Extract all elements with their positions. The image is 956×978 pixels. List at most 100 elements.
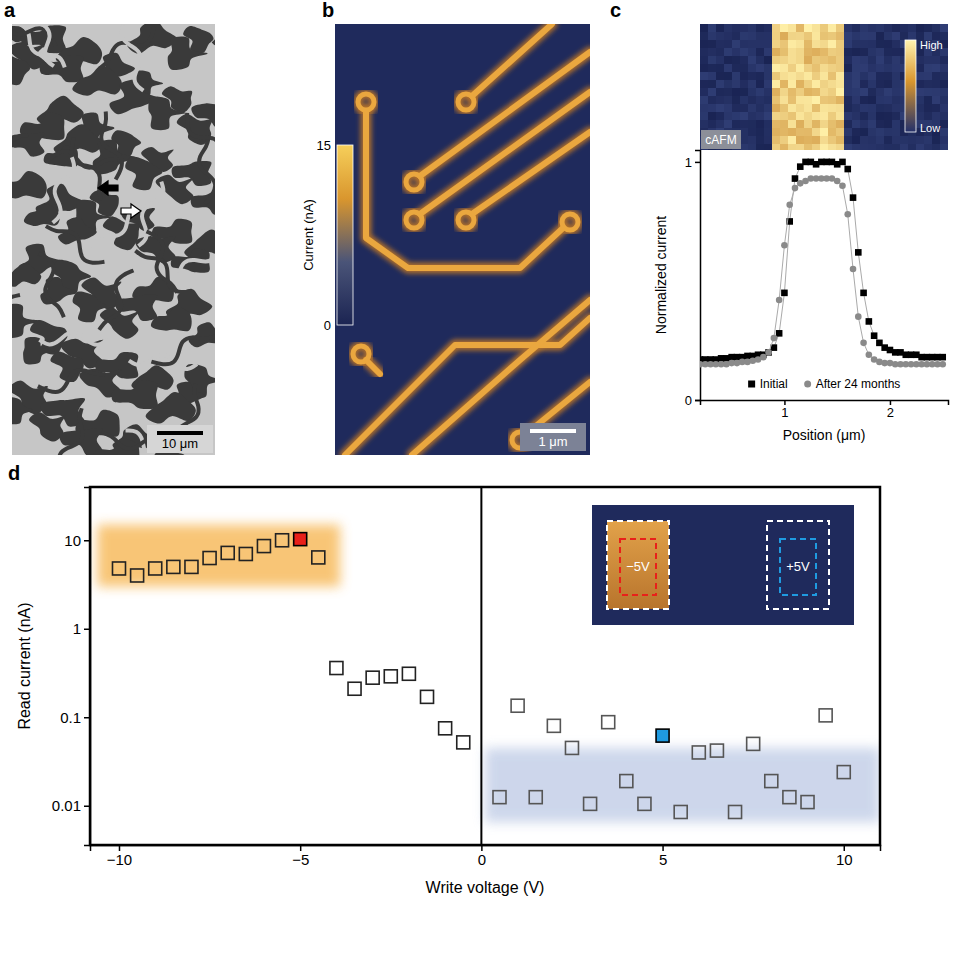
strip-cell [724,40,733,49]
strip-cell [708,96,717,105]
strip-cell [788,24,797,33]
panel-letter: c [610,0,621,21]
strip-cell [724,32,733,41]
strip-cell [700,96,709,105]
strip-cell [892,88,901,97]
strip-cell [884,72,893,81]
strip-cell [836,88,845,97]
strip-cell [924,56,933,65]
strip-cell [700,40,709,49]
y-axis-title: Read current (nA) [16,602,33,729]
tick-label: 1 [73,620,81,637]
strip-cell [940,88,948,97]
data-point [765,775,778,788]
strip-cell [740,144,749,150]
strip-cell [756,96,765,105]
strip-cell [804,64,813,73]
written-line [420,52,590,176]
strip-cell [884,120,893,129]
strip-cell [884,112,893,121]
strip-cell [756,24,765,33]
tick-label: 0 [478,851,486,868]
scale-bar [157,431,203,435]
strip-cell [932,96,941,105]
strip-cell [828,72,837,81]
data-point [765,349,772,356]
tick: 10 [836,845,853,868]
strip-cell [756,48,765,57]
strip-cell [748,24,757,33]
strip-cell [884,88,893,97]
strip-cell [756,88,765,97]
strip-cell [796,80,805,89]
data-point [203,552,216,565]
strip-cell [756,72,765,81]
data-point [239,547,252,560]
strip-cell [876,144,885,150]
strip-cell [772,128,781,137]
legend: InitialAfter 24 months [748,377,900,391]
strip-cell [748,136,757,145]
strip-cell [820,32,829,41]
strip-cell [892,24,901,33]
strip-cell [924,88,933,97]
tick: 5 [659,845,667,868]
strip-cell [716,64,725,73]
strip-cell [788,80,797,89]
strip-cell [844,72,853,81]
strip-cell [772,144,781,150]
strip-cell [932,112,941,121]
plot-data [112,533,850,819]
y-axis-line [695,151,701,401]
data-point [638,797,651,810]
strip-cell [748,40,757,49]
strip-cell [732,56,741,65]
strip-cell [764,96,773,105]
domain-blob [72,65,122,95]
legend-item: After 24 months [804,377,900,391]
strip-cell [836,96,845,105]
strip-cell [764,144,773,150]
highlight-band [97,525,340,587]
strip-cell [772,80,781,89]
strip-cell [708,72,717,81]
domain-wall [12,295,20,346]
data-point [834,178,841,185]
strip-cell [876,112,885,121]
x-axis-title: Position (μm) [783,427,866,443]
strip-cell [700,120,709,129]
domain-blob [168,36,208,70]
strip-cell [900,24,909,33]
strip-cell [772,64,781,73]
strip-cell [708,56,717,65]
strip-cell [724,80,733,89]
strip-cell [796,136,805,145]
strip-cell [932,64,941,73]
data-point [839,159,846,166]
strip-cell [852,72,861,81]
strip-cell [700,112,709,121]
inset-read-area [620,539,656,595]
strip-cell [796,48,805,57]
data-point [167,560,180,573]
written-ring [358,94,374,110]
strip-cell [812,120,821,129]
strip-cell [836,72,845,81]
strip-cell [804,32,813,41]
domain-blob [12,54,30,85]
domain-wall [49,151,118,167]
data-point [330,662,343,675]
strip-cell [732,80,741,89]
strip-cell [780,104,789,113]
micrograph-ground [12,24,215,455]
strip-cell [724,72,733,81]
strip-cell [708,64,717,73]
strip-cell [716,80,725,89]
strip-cell [716,24,725,33]
strip-cell [788,120,797,129]
domain-wall [46,226,105,263]
strip-cell [836,48,845,57]
data-point [839,182,846,189]
inset-written-area [607,521,669,609]
strip-cell [932,80,941,89]
